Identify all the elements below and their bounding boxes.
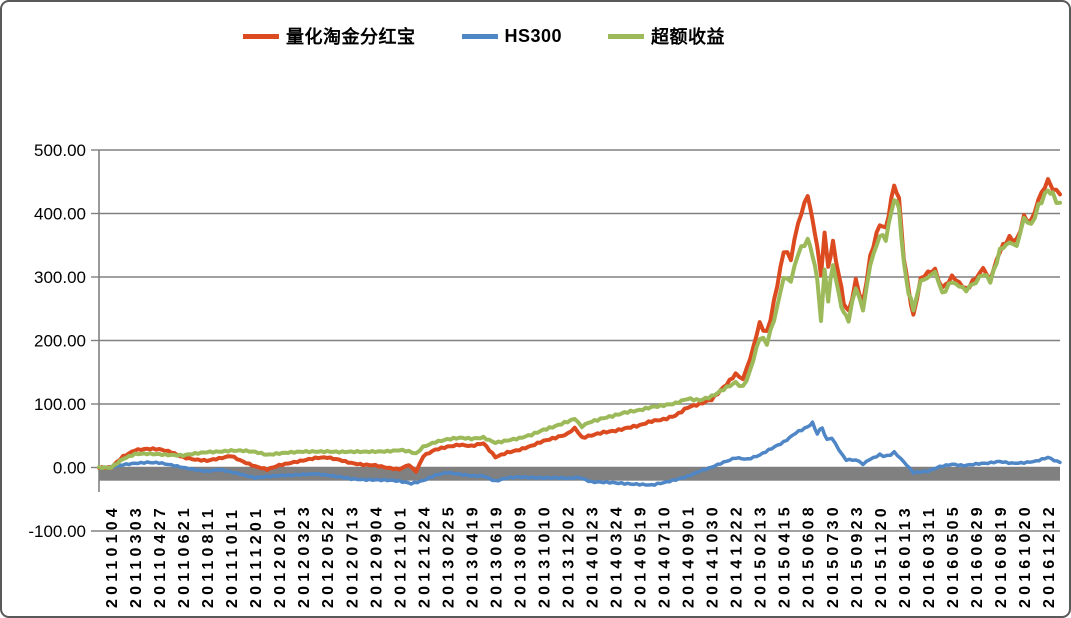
x-tick-label: 20140123 — [585, 503, 602, 608]
x-tick-label: 20140324 — [609, 503, 626, 608]
x-tick-label: 20111011 — [224, 506, 241, 608]
x-tick-label: 20140519 — [633, 503, 650, 608]
x-tick-label: 20150730 — [825, 503, 842, 608]
x-tick-label: 20120201 — [272, 503, 289, 608]
line-dash-icon — [461, 33, 498, 39]
y-tick-label: 100.00 — [34, 395, 86, 414]
x-tick-label: 20160505 — [945, 503, 962, 608]
legend: 量化淘金分红宝 HS300 超额收益 — [242, 23, 725, 49]
y-tick-label: 200.00 — [34, 332, 86, 351]
x-tick-label: 20120904 — [368, 503, 385, 608]
y-tick-label: 300.00 — [34, 268, 86, 287]
x-tick-label: 20160113 — [897, 504, 914, 608]
legend-label: HS300 — [504, 25, 563, 46]
x-tick-label: 20110104 — [104, 504, 121, 608]
x-tick-label: 20140901 — [681, 503, 698, 608]
x-tick-label: 20110427 — [152, 504, 169, 608]
y-tick-label: 400.00 — [34, 205, 86, 224]
x-tick-label: 20121224 — [416, 503, 433, 608]
x-tick-label: 20150213 — [753, 503, 770, 608]
y-tick-label: -100.00 — [28, 522, 86, 541]
x-tick-label: 20130419 — [464, 503, 481, 608]
x-tick-label: 20150923 — [849, 503, 866, 608]
y-tick-label: 500.00 — [34, 141, 86, 160]
x-tick-label: 20130619 — [488, 503, 505, 608]
x-tick-label: 20140710 — [657, 503, 674, 608]
line-dash-icon — [608, 33, 645, 39]
legend-item-fund: 量化淘金分红宝 — [242, 23, 416, 49]
x-axis-labels: 20110104 20110303 20110427 20110621 20110811… — [104, 503, 1058, 608]
x-tick-label: 20161020 — [1017, 503, 1034, 608]
x-tick-label: 20131202 — [561, 503, 578, 608]
x-tick-label: 20110303 — [128, 504, 145, 608]
x-tick-label: 20111201 — [248, 505, 265, 608]
x-tick-label: 20120522 — [320, 503, 337, 608]
x-tick-label: 20130225 — [440, 503, 457, 608]
x-tick-label: 20141222 — [729, 503, 746, 608]
legend-item-hs300: HS300 — [461, 26, 562, 47]
x-tick-label: 20150608 — [801, 503, 818, 608]
x-tick-label: 20160819 — [993, 503, 1010, 608]
x-tick-label: 20151120 — [873, 504, 890, 608]
x-tick-label: 20160311 — [921, 504, 938, 608]
x-tick-label: 20120713 — [344, 503, 361, 608]
y-axis-labels: 500.00 400.00 300.00 200.00 100.00 0.00 -100.0… — [28, 141, 86, 541]
x-tick-label: 20110811 — [200, 505, 217, 608]
series-line-fund — [97, 177, 1062, 474]
legend-item-excess: 超额收益 — [608, 23, 725, 49]
legend-label: 量化淘金分红宝 — [285, 27, 416, 47]
x-tick-label: 20110621 — [176, 504, 193, 608]
x-tick-label: 20161212 — [1041, 503, 1058, 608]
x-tick-label: 20131010 — [537, 503, 554, 608]
x-tick-label: 20160629 — [969, 503, 986, 608]
series-line-excess — [97, 188, 1062, 471]
x-tick-label: 20141030 — [705, 503, 722, 608]
legend-label: 超额收益 — [651, 27, 726, 47]
x-tick-label: 20130809 — [512, 503, 529, 608]
x-tick-label: 20120323 — [296, 503, 313, 608]
series-line-hs300 — [97, 420, 1062, 487]
x-tick-label: 20121101 — [392, 504, 409, 608]
y-tick-label: 0.00 — [53, 459, 86, 478]
x-tick-label: 20150415 — [777, 503, 794, 608]
line-dash-icon — [242, 33, 279, 39]
